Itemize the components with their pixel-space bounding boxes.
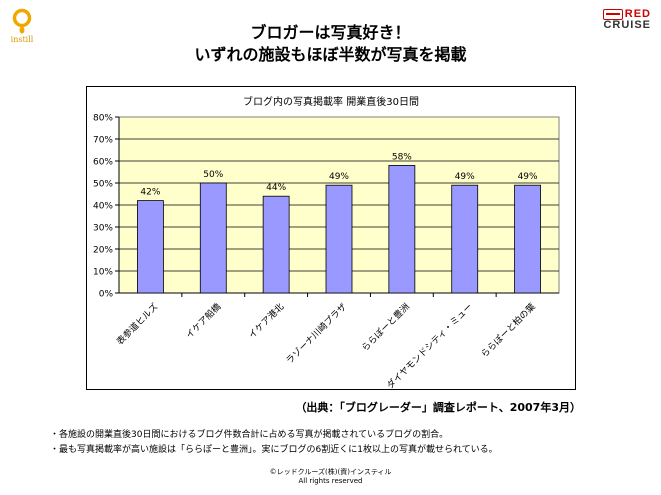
- red-cruise-logo-red: RED: [624, 8, 651, 20]
- x-tick-label: ららぽーと豊洲: [359, 301, 412, 354]
- x-tick-label: イケア港北: [246, 301, 286, 341]
- data-label: 49%: [455, 172, 475, 182]
- y-tick-label: 80%: [93, 114, 113, 124]
- y-tick-label: 30%: [93, 224, 113, 234]
- bar-chart: 0% 10% 20% 30% 40% 50% 60% 70% 80% 42% 表参道ヒルズ 50% イケ…: [93, 114, 560, 389]
- bar: [262, 195, 290, 294]
- copyright-line: ©レッドクルーズ(株)(資)インスティル: [269, 468, 392, 476]
- bar: [388, 165, 416, 294]
- data-label: 58%: [392, 152, 412, 162]
- data-label: 49%: [329, 172, 349, 182]
- x-tick-label: ラゾーナ川崎プラザ: [283, 301, 349, 367]
- page-title-line2: いずれの施設もほぼ半数が写真を掲載: [194, 45, 467, 64]
- bar: [137, 200, 164, 294]
- y-tick-label: 60%: [93, 158, 113, 168]
- y-tick-label: 10%: [93, 268, 113, 278]
- data-label: 42%: [140, 188, 160, 198]
- instill-logo: instill: [8, 8, 36, 44]
- y-tick-label: 20%: [93, 246, 113, 256]
- data-label: 50%: [203, 170, 223, 180]
- y-tick-label: 50%: [93, 180, 113, 190]
- bar: [325, 184, 353, 294]
- source-citation: （出典：「ブログレーダー」調査レポート、2007年3月）: [295, 401, 581, 414]
- x-tick-label: イケア船橋: [183, 301, 223, 341]
- chart-container: ブログ内の写真掲載率 開業直後30日間 0% 10% 20% 30% 40% 50% 60%…: [86, 86, 576, 390]
- y-tick-label: 40%: [93, 202, 113, 212]
- y-tick-label: 70%: [93, 136, 113, 146]
- red-cruise-logo: RED CRUISE: [602, 8, 651, 31]
- x-tick-label: ららぽーと柏の葉: [478, 301, 537, 360]
- x-tick-label: 表参道ヒルズ: [114, 301, 161, 348]
- bar: [199, 182, 227, 294]
- rights-line: All rights reserved: [298, 477, 363, 485]
- red-cruise-logo-icon: [602, 8, 623, 20]
- note-line: ・最も写真掲載率が高い施設は「ららぽーと豊洲」。実にブログの6割近くに1枚以上の…: [50, 445, 498, 455]
- notes: ・各施設の開業直後30日間におけるブログ件数合計に占める写真が掲載されているブロ…: [50, 428, 498, 458]
- data-label: 49%: [518, 172, 538, 182]
- y-tick-label: 0%: [99, 290, 114, 300]
- page-title-line1: ブロガーは写真好き！: [250, 23, 411, 42]
- chart-title: ブログ内の写真掲載率 開業直後30日間: [243, 97, 419, 108]
- bar: [514, 184, 541, 294]
- note-line: ・各施設の開業直後30日間におけるブログ件数合計に占める写真が掲載されているブロ…: [50, 430, 449, 440]
- page-title: ブロガーは写真好き！ いずれの施設もほぼ半数が写真を掲載: [0, 22, 661, 66]
- data-label: 44%: [266, 183, 286, 193]
- red-cruise-logo-cruise: CRUISE: [603, 19, 651, 31]
- instill-logo-icon: [12, 8, 32, 34]
- copyright-footer: ©レッドクルーズ(株)(資)インスティル All rights reserved: [0, 468, 661, 486]
- bar: [451, 184, 479, 294]
- instill-logo-text: instill: [10, 35, 34, 44]
